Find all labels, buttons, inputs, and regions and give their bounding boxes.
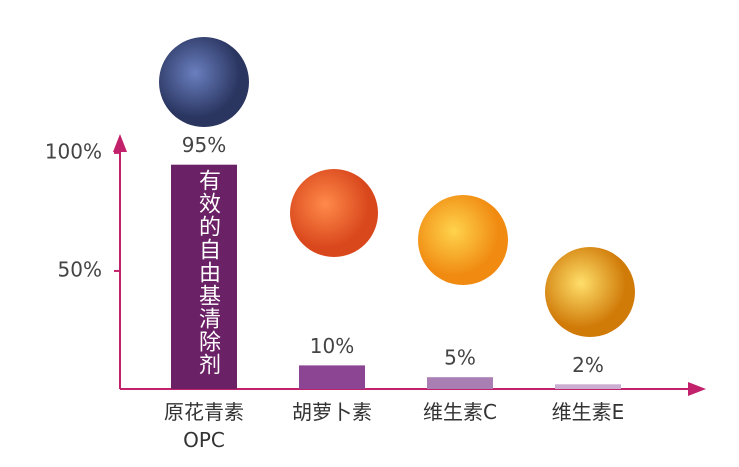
x-axis-arrow xyxy=(688,382,706,396)
value-label: 5% xyxy=(444,346,476,370)
bar xyxy=(555,384,621,389)
value-label: 95% xyxy=(182,133,226,157)
bar xyxy=(427,377,493,389)
x-tick-label: 胡萝卜素 xyxy=(292,400,372,424)
x-tick-label: 原花青素 OPC xyxy=(164,400,244,452)
capsule-image xyxy=(545,247,635,337)
bar-annotation: 有效的自由基清除剂 xyxy=(195,168,220,376)
x-tick-label: 维生素C xyxy=(423,400,497,424)
y-axis-arrow xyxy=(113,134,127,152)
bar xyxy=(171,164,237,389)
bar xyxy=(299,365,365,389)
orange-image xyxy=(418,195,508,285)
x-tick-label: 维生素E xyxy=(551,400,625,424)
value-label: 10% xyxy=(310,334,354,358)
carrot-image xyxy=(290,169,378,257)
blueberry-image xyxy=(159,37,249,127)
y-tick-label: 50% xyxy=(58,257,102,281)
value-label: 2% xyxy=(572,353,604,377)
y-tick-label: 100% xyxy=(45,139,102,163)
